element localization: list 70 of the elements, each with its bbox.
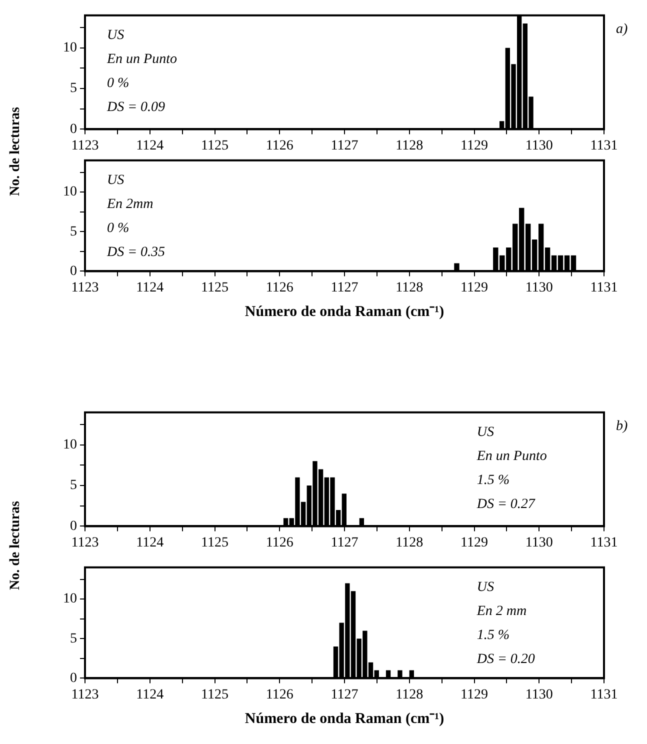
x-tick-label: 1129 [460,687,488,702]
x-tick-label: 1126 [266,687,294,702]
text: a) [616,22,628,38]
y-tick-label: 10 [63,592,77,607]
y-tick-label: 10 [63,438,77,453]
annotation: US [107,28,124,44]
x-tick-label: 1130 [525,280,553,296]
x-axis-title: Número de onda Raman (cm⁻¹) [244,304,444,320]
x-tick-label: 1127 [330,280,358,296]
x-tick-label: 1125 [201,687,228,702]
text: b) [616,419,628,434]
annotation: En 2 mm [476,604,527,620]
x-tick-label: 1123 [71,535,99,550]
x-tick-label: 1128 [396,535,424,550]
y-tick-label: 0 [70,122,77,137]
x-tick-label: 1128 [396,138,424,154]
annotation: En 2mm [106,197,154,212]
annotation: DS = 0.27 [476,497,536,512]
y-tick-label: 10 [63,184,77,200]
x-tick-label: 1131 [590,138,618,154]
x-tick-label: 1131 [590,280,618,296]
x-tick-label: 1128 [396,687,424,702]
x-tick-label: 1126 [266,138,294,154]
x-axis-title: Número de onda Raman (cm⁻¹) [244,710,444,727]
annotation: US [476,425,494,440]
x-tick-label: 1124 [136,280,164,296]
annotation: DS = 0.35 [106,245,166,260]
x-tick-label: 1129 [460,138,488,154]
x-tick-label: 1124 [136,535,164,550]
annotation: US [107,173,124,188]
annotation: 0 % [107,76,130,92]
x-tick-label: 1123 [71,280,99,296]
annotation: En un Punto [106,52,177,68]
x-tick-label: 1130 [525,138,553,154]
annotation: 0 % [107,221,130,236]
y-tick-label: 10 [63,40,77,56]
x-tick-label: 1130 [525,687,553,702]
annotation: US [476,580,494,596]
y-tick-label: 0 [70,518,77,534]
x-tick-label: 1129 [460,280,488,296]
x-tick-label: 1124 [136,687,164,702]
y-tick-label: 0 [70,264,77,279]
x-tick-label: 1125 [201,535,228,550]
y-axis-title: No. de lecturas [8,107,24,197]
y-tick-label: 5 [70,631,77,646]
x-tick-label: 1127 [330,535,358,550]
x-tick-label: 1129 [460,535,488,550]
y-tick-label: 5 [70,224,77,240]
y-tick-label: 5 [70,81,77,96]
x-tick-label: 1125 [201,138,228,154]
x-tick-label: 1128 [396,280,424,296]
annotation: En un Punto [476,449,547,464]
y-axis-title: No. de lecturas [8,501,24,591]
x-tick-label: 1130 [525,535,553,550]
annotation: 1.5 % [476,628,510,644]
x-tick-label: 1126 [266,535,294,550]
x-tick-label: 1131 [590,535,618,550]
x-tick-label: 1123 [71,138,99,154]
y-tick-label: 5 [70,478,77,494]
annotation: DS = 0.09 [106,100,166,116]
annotation: DS = 0.20 [476,652,535,668]
x-tick-label: 1127 [330,687,358,702]
annotation: 1.5 % [476,473,510,488]
x-tick-label: 1127 [330,138,358,154]
x-tick-label: 1124 [136,138,164,154]
x-tick-label: 1126 [266,280,294,296]
x-tick-label: 1125 [201,280,228,296]
x-tick-label: 1123 [71,687,99,702]
y-tick-label: 0 [70,670,77,686]
x-tick-label: 1131 [590,687,618,702]
